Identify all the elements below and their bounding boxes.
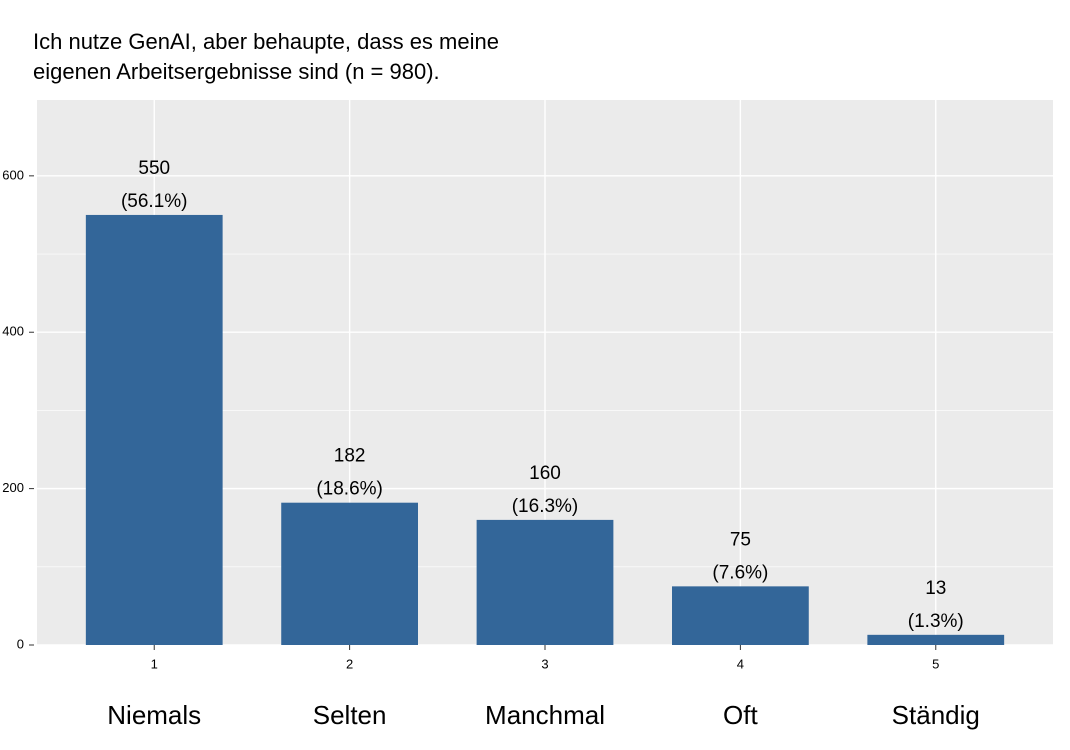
x-tick-label: 3 (541, 656, 548, 671)
value-label: 550 (138, 158, 170, 179)
x-tick-label: 1 (151, 656, 158, 671)
percent-label: (7.6%) (712, 562, 768, 583)
y-tick-label: 0 (17, 636, 24, 651)
y-tick-label: 400 (2, 324, 24, 339)
value-label: 182 (334, 446, 366, 467)
category-name: Niemals (107, 700, 201, 730)
x-tick-label: 4 (737, 656, 744, 671)
bar (867, 634, 1005, 645)
value-label: 160 (529, 463, 561, 484)
chart-title: eigenen Arbeitsergebnisse sind (n = 980)… (33, 59, 440, 84)
bar (476, 519, 614, 645)
category-name: Selten (313, 700, 387, 730)
percent-label: (56.1%) (121, 191, 188, 212)
value-label: 75 (730, 529, 751, 550)
category-name: Manchmal (485, 700, 605, 730)
bar (281, 502, 418, 645)
category-name: Oft (723, 700, 758, 730)
percent-label: (18.6%) (316, 479, 383, 500)
bar (672, 586, 809, 645)
percent-label: (16.3%) (512, 496, 579, 517)
value-label: 13 (925, 578, 946, 599)
chart-title: Ich nutze GenAI, aber behaupte, dass es … (33, 29, 499, 54)
x-tick-label: 2 (346, 656, 353, 671)
percent-label: (1.3%) (908, 611, 964, 632)
y-tick-label: 600 (2, 167, 24, 182)
bar (85, 214, 223, 645)
x-tick-label: 5 (932, 656, 939, 671)
y-tick-label: 200 (2, 480, 24, 495)
category-name: Ständig (892, 700, 980, 730)
